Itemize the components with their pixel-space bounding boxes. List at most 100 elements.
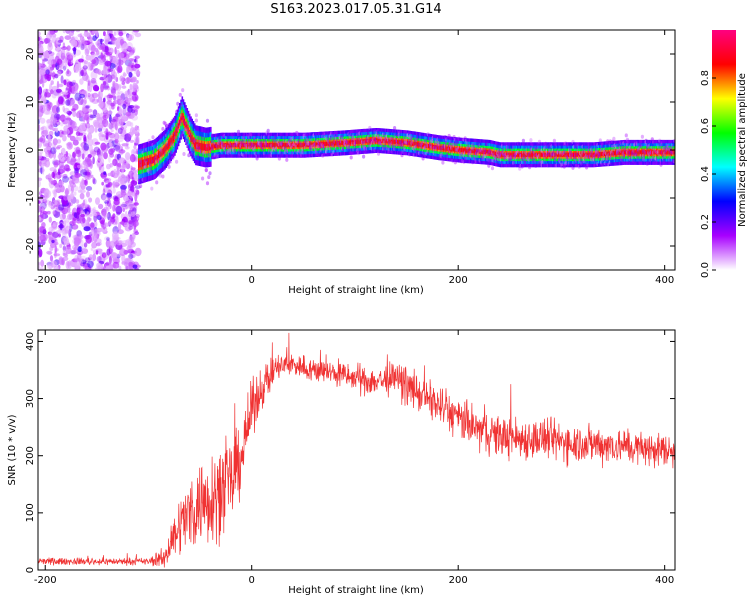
noise-speckle <box>127 105 133 114</box>
noise-speckle <box>69 214 73 220</box>
noise-speckle <box>46 124 50 132</box>
ridge-cell <box>212 144 215 149</box>
noise-speckle <box>54 200 58 206</box>
ridge-cell <box>223 143 226 148</box>
ridge-cell <box>159 151 161 158</box>
ridge-cell <box>219 143 222 148</box>
noise-speckle <box>53 253 61 257</box>
noise-speckle <box>72 110 77 117</box>
noise-speckle <box>83 114 89 121</box>
noise-speckle <box>130 165 133 173</box>
noise-speckle <box>63 65 67 71</box>
ridge-cell <box>265 143 268 148</box>
noise-speckle <box>47 30 54 36</box>
ridge-halo <box>151 135 155 140</box>
noise-speckle <box>103 211 106 218</box>
noise-speckle <box>38 261 41 265</box>
noise-speckle <box>98 90 103 100</box>
noise-speckle <box>78 58 84 63</box>
noise-speckle <box>69 183 77 188</box>
noise-speckle <box>128 170 135 180</box>
ridge-halo <box>207 175 211 180</box>
noise-speckle <box>47 231 53 235</box>
noise-speckle <box>86 191 90 198</box>
noise-speckle <box>38 152 43 160</box>
noise-speckle <box>112 158 118 167</box>
noise-speckle <box>129 154 136 163</box>
noise-speckle <box>98 45 104 50</box>
noise-speckle <box>134 109 138 116</box>
noise-speckle <box>53 161 59 168</box>
noise-speckle <box>44 38 51 43</box>
noise-speckle <box>70 98 76 106</box>
noise-speckle <box>83 134 87 142</box>
ridge-cell <box>243 143 246 148</box>
noise-speckle <box>112 168 118 178</box>
ridge-halo <box>441 160 445 165</box>
noise-speckle <box>43 147 48 153</box>
ridge-cell <box>252 143 254 148</box>
noise-speckle <box>132 264 138 269</box>
noise-speckle <box>95 50 100 56</box>
ridge-halo <box>205 118 210 123</box>
noise-speckle <box>88 144 93 153</box>
noise-speckle <box>70 39 78 47</box>
noise-speckle <box>84 163 89 171</box>
noise-speckle <box>117 166 120 176</box>
noise-speckle <box>103 171 107 176</box>
noise-speckle <box>82 263 88 269</box>
noise-speckle <box>114 131 119 140</box>
noise-speckle <box>69 220 77 227</box>
noise-speckle <box>49 255 54 262</box>
noise-speckle <box>109 137 116 141</box>
noise-speckle <box>82 113 86 123</box>
ridge-cell <box>232 143 234 148</box>
noise-speckle <box>65 260 70 270</box>
noise-speckle <box>58 233 61 238</box>
noise-speckle <box>74 206 78 212</box>
ridge-cell <box>221 143 223 148</box>
ridge-cell <box>202 143 205 151</box>
noise-speckle <box>72 244 79 250</box>
noise-speckle <box>134 70 141 75</box>
noise-speckle <box>72 258 78 263</box>
noise-speckle <box>52 71 56 80</box>
noise-speckle <box>135 105 140 109</box>
noise-speckle <box>76 158 81 164</box>
ridge-halo <box>182 152 186 156</box>
noise-speckle <box>89 94 95 103</box>
noise-speckle <box>105 115 110 119</box>
noise-speckle <box>124 239 132 246</box>
noise-speckle <box>136 70 141 78</box>
noise-speckle <box>86 211 90 219</box>
noise-speckle <box>45 92 51 98</box>
noise-speckle <box>90 174 94 178</box>
noise-speckle <box>98 251 106 255</box>
noise-speckle <box>113 71 118 81</box>
noise-speckle <box>98 262 101 269</box>
noise-speckle <box>118 134 126 139</box>
noise-speckle <box>39 41 44 45</box>
noise-speckle <box>40 160 46 165</box>
noise-speckle <box>97 122 104 129</box>
noise-speckle <box>58 204 65 211</box>
noise-speckle <box>80 168 88 177</box>
noise-speckle <box>77 33 83 38</box>
ridge-cell <box>193 139 196 147</box>
noise-speckle <box>53 30 58 33</box>
noise-speckle <box>87 260 94 268</box>
noise-speckle <box>60 147 66 155</box>
ridge-cell <box>213 144 216 149</box>
noise-speckle <box>81 41 89 45</box>
noise-speckle <box>54 130 61 137</box>
noise-speckle <box>127 63 132 68</box>
noise-speckle <box>127 204 134 210</box>
noise-speckle <box>56 139 62 144</box>
noise-speckle <box>110 215 115 220</box>
ridge-cell <box>167 141 170 148</box>
noise-speckle <box>126 139 129 148</box>
noise-speckle <box>113 31 117 36</box>
noise-speckle <box>38 235 45 241</box>
ridge-halo <box>176 101 180 106</box>
